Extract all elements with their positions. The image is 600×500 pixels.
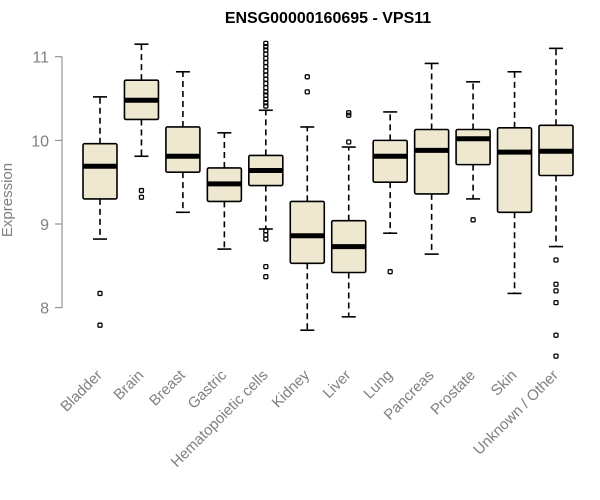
boxes bbox=[82, 40, 574, 359]
x-tick-label: Brain bbox=[110, 367, 147, 404]
outlier-point bbox=[97, 322, 103, 328]
outlier-point bbox=[263, 47, 269, 53]
outlier-point bbox=[553, 299, 559, 306]
x-tick-label: Liver bbox=[320, 367, 355, 402]
outlier-point bbox=[97, 290, 103, 297]
y-axis-label: Expression bbox=[0, 163, 16, 237]
box-bladder bbox=[82, 96, 118, 328]
outlier-point bbox=[138, 194, 145, 200]
outlier-point bbox=[263, 64, 269, 70]
box-lung bbox=[372, 111, 408, 275]
box-body bbox=[413, 128, 450, 195]
outlier-point bbox=[263, 55, 269, 62]
outlier-point bbox=[470, 217, 476, 223]
x-tick-label: Skin bbox=[488, 367, 521, 400]
y-tick-label: 8 bbox=[40, 301, 49, 318]
outlier-point bbox=[346, 139, 352, 145]
y-tick-label: 11 bbox=[32, 50, 49, 67]
y-tick-label: 9 bbox=[40, 217, 49, 234]
box-kidney bbox=[289, 74, 326, 332]
outlier-point bbox=[346, 112, 352, 118]
y-axis: 8 9 10 11 bbox=[31, 50, 63, 318]
chart-title: ENSG00000160695 - VPS11 bbox=[225, 10, 431, 27]
box-body bbox=[372, 139, 408, 183]
outlier-point bbox=[553, 332, 559, 338]
x-tick-label: Lung bbox=[360, 367, 396, 403]
box-liver bbox=[330, 110, 367, 318]
outlier-point bbox=[263, 89, 269, 95]
box-body bbox=[496, 127, 533, 214]
outlier-point bbox=[346, 110, 352, 116]
box-body bbox=[455, 128, 491, 166]
box-body bbox=[82, 142, 118, 200]
outlier-point bbox=[263, 100, 269, 106]
x-tick-label: Kidney bbox=[269, 366, 314, 411]
box-breast bbox=[165, 70, 201, 214]
outlier-point bbox=[263, 232, 269, 238]
box-skin bbox=[496, 70, 533, 295]
box-gastric bbox=[206, 132, 243, 250]
y-tick-label: 10 bbox=[31, 133, 49, 150]
outlier-point bbox=[263, 68, 269, 74]
outlier-point bbox=[263, 44, 269, 50]
box-prostate bbox=[455, 81, 491, 223]
x-tick-label: Bladder bbox=[57, 367, 106, 416]
outlier-point bbox=[263, 264, 269, 270]
box-body bbox=[165, 126, 201, 173]
outlier-point bbox=[553, 281, 559, 287]
x-tick-label: Breast bbox=[146, 366, 189, 409]
outlier-point bbox=[263, 72, 269, 78]
outlier-point bbox=[263, 59, 269, 66]
box-brain bbox=[123, 43, 160, 200]
box-unknown-other bbox=[538, 47, 574, 359]
outlier-point bbox=[263, 80, 269, 87]
outlier-point bbox=[263, 40, 269, 46]
outlier-point bbox=[304, 89, 310, 95]
outlier-point bbox=[138, 187, 145, 194]
outlier-point bbox=[263, 51, 269, 57]
outlier-point bbox=[387, 269, 393, 275]
outlier-point bbox=[263, 228, 269, 234]
outlier-point bbox=[553, 353, 559, 359]
outlier-point bbox=[553, 288, 559, 294]
outlier-point bbox=[263, 274, 269, 280]
outlier-point bbox=[304, 74, 310, 80]
outlier-point bbox=[263, 92, 269, 98]
outlier-point bbox=[263, 85, 269, 91]
x-tick-label: Prostate bbox=[427, 367, 479, 419]
outlier-point bbox=[263, 103, 269, 109]
box-body bbox=[289, 200, 326, 265]
outlier-point bbox=[263, 76, 269, 82]
outlier-point bbox=[263, 96, 269, 103]
outlier-point bbox=[553, 257, 559, 263]
box-hematopoietic-cells bbox=[248, 40, 284, 280]
box-pancreas bbox=[413, 62, 450, 255]
outlier-point bbox=[263, 236, 269, 242]
